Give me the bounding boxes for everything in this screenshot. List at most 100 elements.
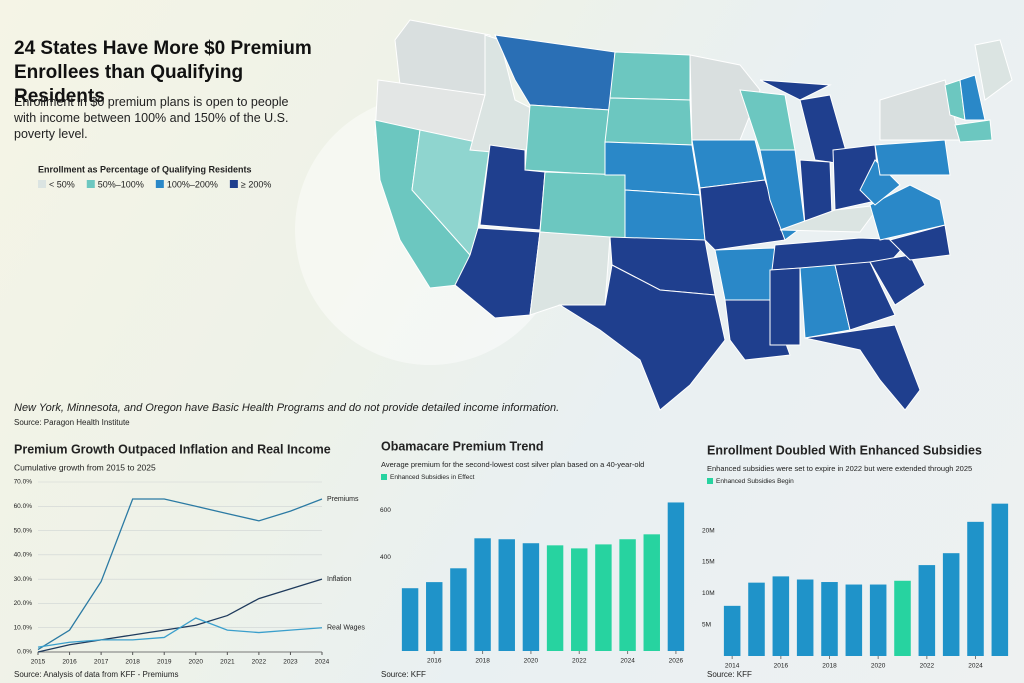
bar [474, 538, 491, 651]
state [769, 267, 801, 346]
legend-swatch [707, 478, 713, 484]
bar [894, 580, 911, 656]
x-tick-label: 2014 [725, 663, 740, 670]
state [394, 19, 491, 96]
bar [571, 548, 588, 651]
state [529, 231, 611, 316]
state [974, 39, 1013, 101]
x-tick-label: 2016 [427, 658, 442, 665]
series-line [37, 498, 323, 651]
state [959, 74, 986, 121]
chart-title: Premium Growth Outpaced Inflation and Re… [14, 442, 331, 456]
y-tick-label: 400 [380, 554, 391, 561]
legend-label: 50%–100% [98, 179, 144, 189]
map-legend-title: Enrollment as Percentage of Qualifying R… [38, 164, 252, 174]
chart-source: Source: Analysis of data from KFF - Prem… [14, 670, 179, 679]
y-tick-label: 10.0% [14, 624, 33, 631]
y-tick-label: 70.0% [14, 479, 33, 486]
x-tick-label: 2024 [968, 663, 983, 670]
x-tick-label: 2024 [620, 658, 635, 665]
x-tick-label: 2018 [475, 658, 490, 665]
bar [401, 588, 419, 651]
y-tick-label: 10M [702, 590, 715, 597]
bar [918, 565, 936, 656]
state [869, 254, 926, 306]
y-tick-label: 20M [702, 527, 715, 534]
y-tick-label: 600 [380, 507, 391, 514]
chart-subtitle: Enhanced subsidies were set to expire in… [707, 464, 972, 473]
bar [723, 605, 741, 656]
legend-label: Enhanced Subsidies in Effect [390, 474, 475, 481]
bar [772, 576, 790, 656]
x-tick-label: 2016 [62, 659, 77, 666]
state [558, 264, 726, 411]
x-tick-label: 2016 [774, 663, 789, 670]
bar [821, 582, 838, 656]
state [869, 184, 946, 241]
legend-swatch [38, 180, 46, 188]
state [691, 139, 766, 189]
footnote: New York, Minnesota, and Oregon have Bas… [14, 402, 559, 414]
state [954, 119, 993, 143]
page-title: 24 States Have More $0 Premium Enrollees… [14, 38, 312, 107]
bar [426, 582, 443, 651]
y-tick-label: 0.0% [17, 649, 32, 656]
bar [667, 502, 685, 651]
chart-title: Obamacare Premium Trend [381, 439, 544, 453]
bar [595, 544, 612, 651]
legend-label: Enhanced Subsidies Begin [716, 478, 794, 485]
state [859, 159, 901, 206]
state [604, 97, 693, 146]
series-label: Real Wages [327, 625, 365, 632]
state [539, 171, 626, 241]
bar [498, 539, 515, 651]
x-tick-label: 2018 [125, 659, 140, 666]
us-map [374, 19, 1013, 411]
y-tick-label: 60.0% [14, 503, 33, 510]
legend-label: 100%–200% [167, 179, 218, 189]
bar [991, 503, 1009, 656]
bar [845, 584, 863, 656]
y-tick-label: 5M [702, 621, 711, 628]
series-label: Premiums [327, 496, 359, 503]
x-tick-label: 2022 [572, 658, 587, 665]
map-source: Source: Paragon Health Institute [14, 418, 130, 427]
state [889, 224, 951, 261]
state [699, 179, 786, 251]
x-tick-label: 2022 [920, 663, 935, 670]
state [524, 104, 611, 176]
state [609, 51, 691, 101]
state [834, 261, 896, 331]
state [874, 139, 951, 176]
bar [546, 545, 564, 651]
y-tick-label: 15M [702, 559, 715, 566]
bar [796, 579, 814, 656]
state [759, 149, 806, 241]
x-tick-label: 2020 [189, 659, 204, 666]
bar [643, 534, 660, 651]
series-label: Inflation [327, 576, 352, 583]
x-tick-label: 2020 [524, 658, 539, 665]
legend-label: ≥ 200% [241, 179, 271, 189]
x-tick-label: 2021 [220, 659, 235, 666]
x-tick-label: 2026 [669, 658, 684, 665]
bar [967, 521, 984, 656]
bar [942, 553, 960, 656]
chart-title: Enrollment Doubled With Enhanced Subsidi… [707, 443, 982, 457]
x-tick-label: 2019 [157, 659, 172, 666]
legend-swatch [155, 180, 164, 188]
x-tick-label: 2015 [31, 659, 46, 666]
state [804, 324, 921, 411]
chart-source: Source: KFF [707, 670, 752, 679]
chart-subtitle: Cumulative growth from 2015 to 2025 [14, 462, 156, 472]
bar [619, 539, 636, 651]
y-tick-label: 40.0% [14, 552, 33, 559]
chart-subtitle: Average premium for the second-lowest co… [381, 460, 644, 469]
bar [748, 582, 765, 656]
map-legend: < 50% 50%–100% 100%–200% ≥ 200% [38, 179, 271, 189]
bar [522, 543, 540, 651]
legend-swatch [229, 180, 238, 188]
state [759, 79, 832, 101]
state [624, 189, 706, 241]
y-tick-label: 20.0% [14, 600, 33, 607]
